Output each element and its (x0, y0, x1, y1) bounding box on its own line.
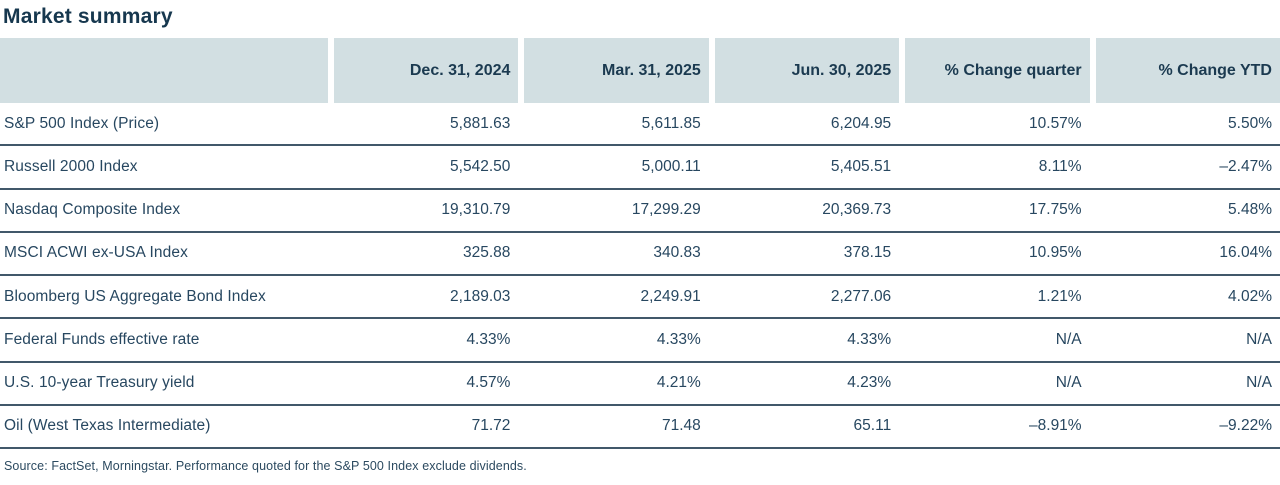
row-label: Russell 2000 Index (4, 157, 138, 175)
cell-value: 325.88 (462, 244, 511, 262)
cell-value: N/A (1055, 374, 1082, 392)
table-row-msci-acwi: MSCI ACWI ex-USA Index 325.88 340.83 378… (0, 233, 1280, 276)
cell-value: –9.22% (1219, 417, 1272, 435)
cell-value: 10.95% (1029, 244, 1082, 262)
cell-value: N/A (1246, 374, 1272, 392)
row-label: S&P 500 Index (Price) (4, 114, 160, 132)
cell-value: 340.83 (653, 244, 701, 262)
header-cell-change-quarter: % Change quarter (899, 38, 1090, 103)
table-row-fed-funds: Federal Funds effective rate 4.33% 4.33%… (0, 319, 1280, 363)
cell-value: 4.57% (466, 374, 511, 392)
cell-value: 4.21% (656, 374, 701, 392)
cell-value: 16.04% (1219, 244, 1272, 262)
cell-value: 4.33% (466, 330, 511, 348)
page-title: Market summary (3, 5, 173, 28)
cell-value: N/A (1055, 330, 1082, 348)
cell-value: 5,881.63 (450, 114, 511, 132)
cell-value: 5,611.85 (641, 114, 701, 132)
header-cell-dec-31-2024: Dec. 31, 2024 (328, 38, 519, 103)
cell-value: 5,542.50 (450, 157, 511, 175)
cell-value: 20,369.73 (822, 201, 892, 219)
header-cell-jun-30-2025: Jun. 30, 2025 (708, 38, 900, 103)
table-row-oil-wti: Oil (West Texas Intermediate) 71.72 71.4… (0, 406, 1280, 449)
table-row-treasury-yield: U.S. 10-year Treasury yield 4.57% 4.21% … (0, 363, 1280, 406)
table-header-row: Dec. 31, 2024 Mar. 31, 2025 Jun. 30, 202… (0, 38, 1280, 103)
table-row-nasdaq: Nasdaq Composite Index 19,310.79 17,299.… (0, 190, 1280, 233)
cell-value: 19,310.79 (441, 201, 511, 219)
header-cell-mar-31-2025: Mar. 31, 2025 (518, 38, 709, 103)
cell-value: N/A (1246, 330, 1272, 348)
cell-value: 17,299.29 (631, 201, 701, 219)
table-row-sp500: S&P 500 Index (Price) 5,881.63 5,611.85 … (0, 103, 1280, 147)
cell-value: 4.33% (847, 330, 892, 348)
table-row-bloomberg-agg: Bloomberg US Aggregate Bond Index 2,189.… (0, 276, 1280, 320)
header-cell-empty (0, 38, 328, 103)
cell-value: 5.50% (1228, 114, 1272, 132)
cell-value: 4.33% (656, 330, 701, 348)
header-cell-change-ytd: % Change YTD (1089, 38, 1280, 103)
row-label: Bloomberg US Aggregate Bond Index (4, 287, 266, 305)
cell-value: –2.47% (1219, 157, 1272, 175)
cell-value: 71.48 (662, 417, 701, 435)
cell-value: 2,249.91 (640, 287, 701, 305)
table-row-russell-2000: Russell 2000 Index 5,542.50 5,000.11 5,4… (0, 146, 1280, 190)
cell-value: 4.23% (847, 374, 892, 392)
cell-value: 1.21% (1037, 287, 1082, 305)
market-summary-table: Dec. 31, 2024 Mar. 31, 2025 Jun. 30, 202… (0, 38, 1280, 449)
cell-value: 8.11% (1038, 157, 1082, 175)
cell-value: 378.15 (843, 244, 892, 262)
cell-value: 4.02% (1228, 287, 1272, 305)
cell-value: 5.48% (1228, 201, 1272, 219)
cell-value: 5,405.51 (830, 157, 892, 175)
row-label: MSCI ACWI ex-USA Index (4, 244, 188, 262)
cell-value: 5,000.11 (641, 157, 701, 175)
cell-value: 6,204.95 (830, 114, 892, 132)
row-label: Federal Funds effective rate (4, 330, 200, 348)
source-note: Source: FactSet, Morningstar. Performanc… (4, 459, 527, 473)
cell-value: 2,189.03 (450, 287, 511, 305)
row-label: Oil (West Texas Intermediate) (4, 417, 211, 435)
cell-value: 10.57% (1029, 114, 1082, 132)
row-label: Nasdaq Composite Index (4, 201, 181, 219)
cell-value: –8.91% (1029, 417, 1082, 435)
cell-value: 2,277.06 (830, 287, 892, 305)
cell-value: 71.72 (471, 417, 511, 435)
row-label: U.S. 10-year Treasury yield (4, 374, 195, 392)
cell-value: 65.11 (853, 417, 892, 435)
cell-value: 17.75% (1029, 201, 1082, 219)
